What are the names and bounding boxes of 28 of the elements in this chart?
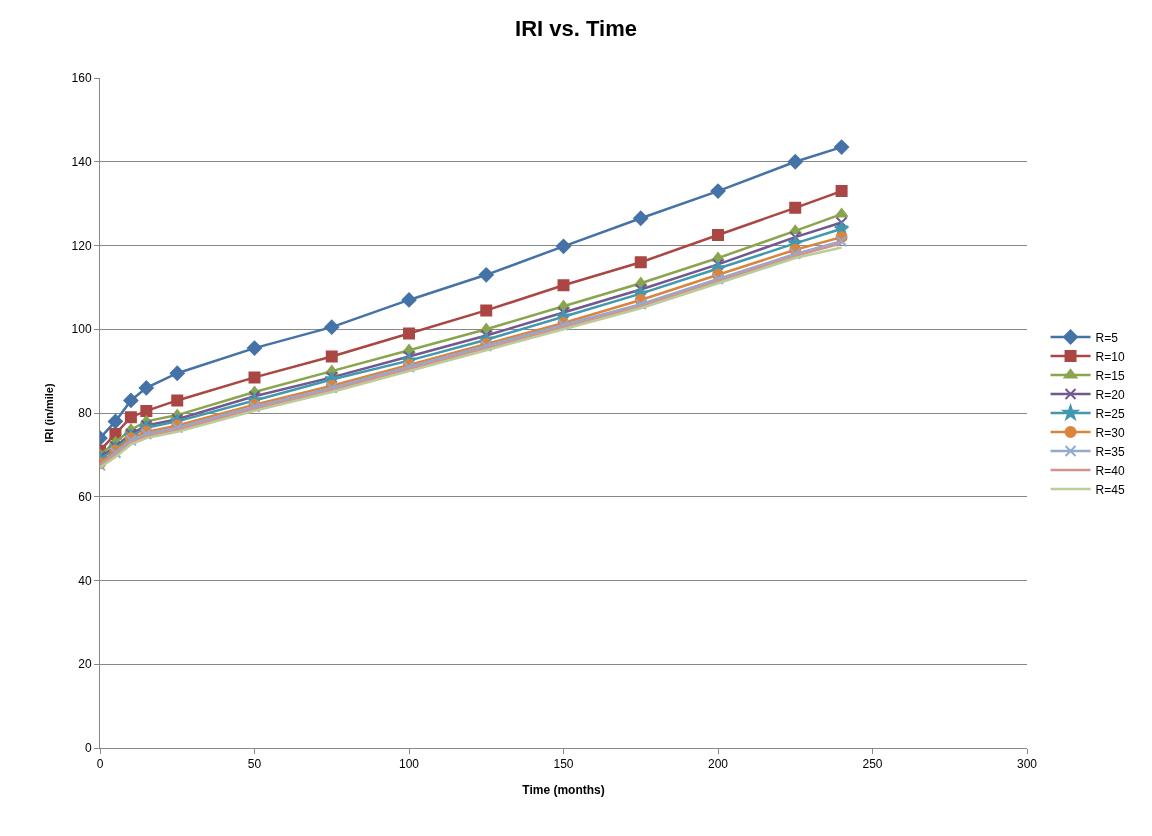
x-tick-label: 50 bbox=[247, 757, 262, 772]
y-tick-label: 20 bbox=[78, 657, 92, 672]
y-tick-label: 60 bbox=[78, 489, 92, 504]
legend-label: R=20 bbox=[1095, 387, 1125, 402]
x-tick-label: 100 bbox=[398, 757, 420, 772]
y-tick-label: 80 bbox=[78, 406, 92, 421]
x-tick-label: 0 bbox=[96, 757, 104, 772]
y-tick-label: 0 bbox=[84, 741, 92, 756]
x-tick-label: 250 bbox=[862, 757, 883, 772]
x-tick-label: 300 bbox=[1016, 757, 1038, 772]
legend-label: R=15 bbox=[1095, 368, 1125, 383]
y-tick-label: 40 bbox=[78, 573, 92, 588]
y-tick-label: 100 bbox=[71, 322, 92, 337]
legend-label: R=10 bbox=[1095, 349, 1125, 364]
x-tick-label: 200 bbox=[707, 757, 729, 772]
legend-label: R=35 bbox=[1095, 444, 1125, 459]
legend-label: R=5 bbox=[1095, 330, 1119, 345]
legend-label: R=25 bbox=[1095, 406, 1125, 421]
y-tick-label: 120 bbox=[71, 238, 92, 253]
legend-label: R=40 bbox=[1095, 463, 1125, 478]
x-axis-title: Time (months) bbox=[522, 783, 605, 798]
legend-label: R=30 bbox=[1095, 425, 1125, 440]
y-tick-label: 160 bbox=[71, 71, 92, 86]
y-tick-label: 140 bbox=[71, 154, 92, 169]
y-axis-title: IRI (in/mile) bbox=[43, 383, 56, 443]
legend-label: R=45 bbox=[1095, 482, 1125, 497]
x-tick-label: 150 bbox=[553, 757, 574, 772]
chart-title: IRI vs. Time bbox=[515, 16, 637, 42]
